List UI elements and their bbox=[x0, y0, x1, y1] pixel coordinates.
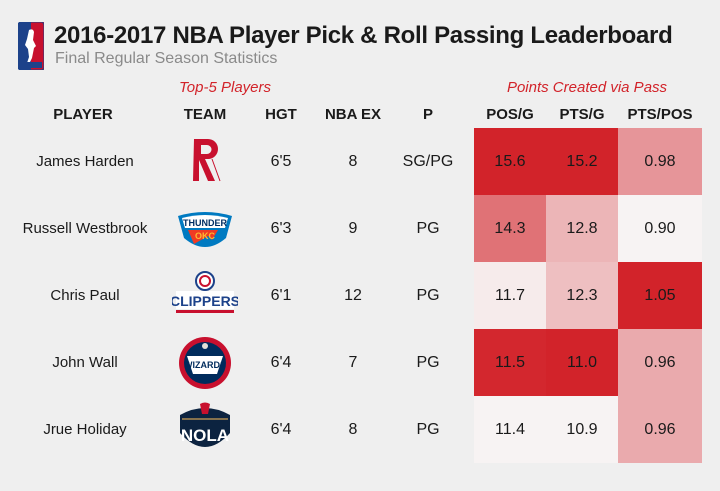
player-name: James Harden bbox=[36, 153, 134, 170]
ptsg-cell: 15.2 bbox=[566, 153, 598, 170]
height-cell: 6'5 bbox=[270, 153, 292, 170]
svg-text:OKC: OKC bbox=[195, 231, 216, 241]
wizards-logo: WIZARDS bbox=[179, 337, 231, 389]
heat-cell-ptspos bbox=[618, 262, 702, 329]
chart-subtitle: Final Regular Season Statistics bbox=[55, 50, 278, 67]
header-pos: P bbox=[422, 106, 433, 123]
svg-text:CLIPPERS: CLIPPERS bbox=[172, 293, 238, 309]
posg-cell: 14.3 bbox=[494, 220, 526, 237]
ptsg-cell: 12.8 bbox=[566, 220, 598, 237]
player-name: John Wall bbox=[52, 354, 118, 371]
heat-cell-ptsg bbox=[546, 128, 618, 195]
posg-cell: 11.7 bbox=[495, 287, 525, 304]
experience-cell: 9 bbox=[348, 220, 358, 237]
svg-text:NOLA: NOLA bbox=[181, 426, 229, 445]
heat-cell-posg bbox=[474, 262, 546, 329]
heat-cell-posg bbox=[474, 396, 546, 463]
table-row: John Wall 6'4 7 PG 11.5 11.0 0.96 WIZARDS bbox=[0, 329, 720, 396]
table-row: James Harden 6'5 8 SG/PG 15.6 15.2 0.98 bbox=[0, 128, 720, 195]
ptsg-cell: 10.9 bbox=[566, 421, 598, 438]
group-label-players: Top-5 Players bbox=[179, 79, 271, 96]
leaderboard-table: PLAYER TEAM HGT NBA EX P POS/G PTS/G PTS… bbox=[0, 94, 720, 491]
clippers-logo: CLIPPERS bbox=[172, 271, 238, 313]
ptspos-cell: 0.98 bbox=[644, 153, 676, 170]
svg-text:THUNDER: THUNDER bbox=[183, 218, 227, 228]
heatmap-layer bbox=[474, 128, 702, 463]
posg-cell: 15.6 bbox=[494, 153, 526, 170]
table-row: Jrue Holiday 6'4 8 PG 11.4 10.9 0.96 NOLA bbox=[0, 396, 720, 463]
ptspos-cell: 0.96 bbox=[644, 354, 676, 371]
position-cell: PG bbox=[416, 421, 440, 438]
experience-cell: 8 bbox=[348, 421, 358, 438]
height-cell: 6'3 bbox=[270, 220, 292, 237]
chart-title: 2016-2017 NBA Player Pick & Roll Passing… bbox=[54, 22, 673, 49]
height-cell: 6'4 bbox=[270, 354, 292, 371]
player-name: Jrue Holiday bbox=[43, 421, 127, 438]
header-nbaex: NBA EX bbox=[324, 106, 382, 123]
rockets-logo bbox=[193, 139, 221, 182]
heat-cell-ptspos bbox=[618, 396, 702, 463]
height-cell: 6'1 bbox=[270, 287, 292, 304]
height-cell: 6'4 bbox=[270, 421, 292, 438]
heat-cell-ptsg bbox=[546, 262, 618, 329]
ptspos-cell: 1.05 bbox=[644, 287, 676, 304]
group-label-points: Points Created via Pass bbox=[506, 79, 668, 96]
experience-cell: 8 bbox=[348, 153, 358, 170]
position-cell: SG/PG bbox=[402, 153, 454, 170]
thunder-logo: THUNDER OKC bbox=[178, 212, 232, 247]
player-name: Russell Westbrook bbox=[22, 220, 148, 237]
position-cell: PG bbox=[416, 220, 440, 237]
experience-cell: 12 bbox=[344, 287, 362, 304]
player-name: Chris Paul bbox=[50, 287, 120, 304]
header-ptsg: PTS/G bbox=[559, 106, 605, 123]
header-posg: POS/G bbox=[486, 106, 534, 123]
heat-cell-posg bbox=[474, 329, 546, 396]
table-row: Russell Westbrook 6'3 9 PG 14.3 12.8 0.90 THUND… bbox=[0, 195, 720, 262]
heat-cell-ptspos bbox=[618, 195, 702, 262]
ptsg-cell: 11.0 bbox=[567, 354, 597, 371]
heat-cell-ptsg bbox=[546, 195, 618, 262]
posg-cell: 11.4 bbox=[495, 421, 525, 438]
heat-cell-ptspos bbox=[618, 329, 702, 396]
posg-cell: 11.5 bbox=[495, 354, 525, 371]
table-row: Chris Paul 6'1 12 PG 11.7 12.3 1.05 CLIPPERS bbox=[0, 262, 720, 329]
heat-cell-posg bbox=[474, 128, 546, 195]
ptspos-cell: 0.90 bbox=[644, 220, 676, 237]
header-hgt: HGT bbox=[265, 106, 297, 123]
header-ptspos: PTS/POS bbox=[627, 106, 693, 123]
heat-cell-ptspos bbox=[618, 128, 702, 195]
heat-cell-ptsg bbox=[546, 396, 618, 463]
pelicans-logo: NOLA bbox=[180, 402, 230, 447]
experience-cell: 7 bbox=[348, 354, 358, 371]
header-team: TEAM bbox=[183, 106, 227, 123]
svg-text:WIZARDS: WIZARDS bbox=[184, 360, 226, 370]
ptspos-cell: 0.96 bbox=[644, 421, 676, 438]
heat-cell-ptsg bbox=[546, 329, 618, 396]
position-cell: PG bbox=[416, 354, 440, 371]
heat-cell-posg bbox=[474, 195, 546, 262]
nba-logo bbox=[18, 22, 44, 70]
ptsg-cell: 12.3 bbox=[566, 287, 598, 304]
header-player: PLAYER bbox=[53, 106, 113, 123]
position-cell: PG bbox=[416, 287, 440, 304]
